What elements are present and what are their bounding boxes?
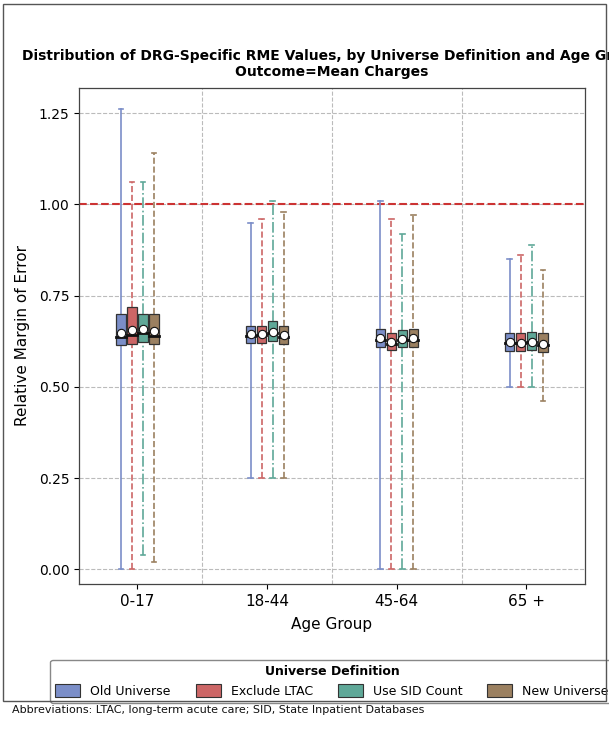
Bar	[246, 326, 255, 343]
Bar	[138, 314, 147, 342]
Bar	[279, 326, 288, 344]
Bar	[505, 333, 515, 351]
Bar	[376, 329, 385, 347]
Bar	[387, 333, 396, 350]
Y-axis label: Relative Margin of Error: Relative Margin of Error	[15, 245, 30, 426]
Bar	[116, 314, 125, 345]
Bar	[127, 307, 136, 344]
Bar	[149, 314, 159, 344]
Bar	[257, 326, 266, 343]
Bar	[409, 328, 418, 347]
Bar	[516, 333, 526, 351]
Bar	[538, 333, 547, 353]
Legend: Old Universe, Exclude LTAC, Use SID Count, New Universe: Old Universe, Exclude LTAC, Use SID Coun…	[50, 660, 609, 702]
Bar	[268, 321, 277, 341]
Bar	[398, 330, 407, 347]
X-axis label: Age Group: Age Group	[291, 617, 373, 632]
Bar	[527, 332, 537, 350]
Title: Distribution of DRG-Specific RME Values, by Universe Definition and Age Group
Ou: Distribution of DRG-Specific RME Values,…	[22, 50, 609, 80]
Text: Abbreviations: LTAC, long-term acute care; SID, State Inpatient Databases: Abbreviations: LTAC, long-term acute car…	[12, 705, 424, 715]
